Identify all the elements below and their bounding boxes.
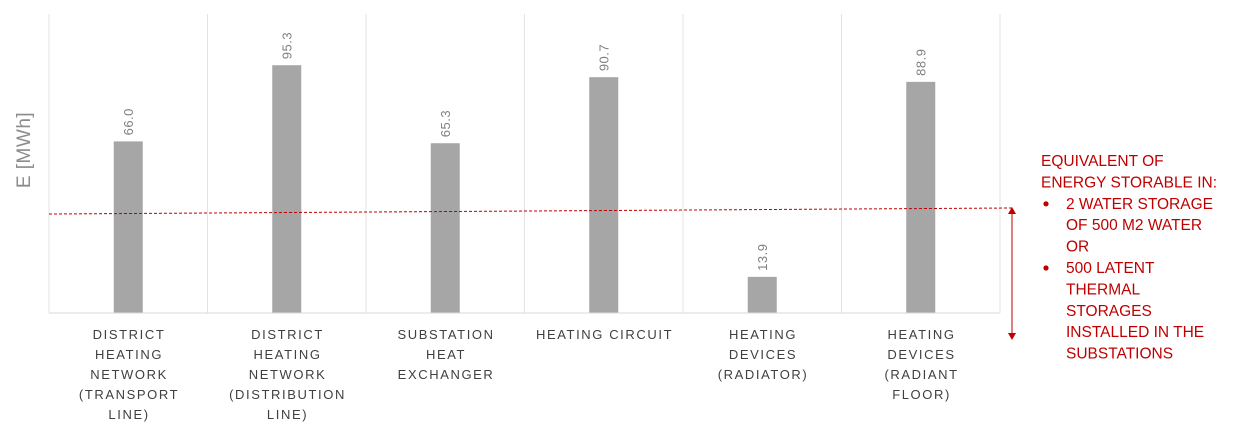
category-label: EXCHANGER: [398, 367, 495, 382]
category-label: (DISTRIBUTION: [229, 387, 346, 402]
annotation-line: THERMAL: [1066, 281, 1140, 298]
category-label: LINE): [108, 407, 149, 422]
data-label: 13.9: [755, 244, 770, 271]
bar: [589, 77, 619, 314]
annotation-line: ENERGY STORABLE IN:: [1041, 174, 1217, 191]
bar: [272, 65, 302, 313]
category-label: (TRANSPORT: [79, 387, 179, 402]
bars: [113, 65, 936, 314]
data-label: 95.3: [279, 32, 294, 59]
category-label: LINE): [267, 407, 308, 422]
category-label: FLOOR): [892, 387, 951, 402]
annotation-line: OR: [1066, 239, 1089, 256]
category-label: DEVICES: [887, 347, 955, 362]
annotation-line: 2 WATER STORAGE: [1066, 196, 1213, 213]
bar: [430, 143, 460, 313]
arrow-head-top: [1008, 207, 1016, 214]
data-label: 90.7: [596, 44, 611, 71]
category-label: DEVICES: [729, 347, 797, 362]
bar: [747, 276, 777, 313]
data-label: 66.0: [121, 108, 136, 135]
category-label: HEATING: [888, 327, 956, 342]
data-label: 88.9: [913, 49, 928, 76]
category-label: HEATING: [254, 347, 322, 362]
category-labels: DISTRICT HEATING NETWORK (TRANSPORT LINE) DIS…: [79, 327, 958, 422]
annotation-line: INSTALLED IN THE: [1066, 324, 1204, 341]
annotation-line: STORAGES: [1066, 303, 1152, 320]
annotation-line: 500 LATENT: [1066, 260, 1155, 277]
annotation-line: EQUIVALENT OF: [1041, 153, 1164, 170]
category-label: (RADIANT: [884, 367, 958, 382]
category-label: SUBSTATION: [397, 327, 494, 342]
bullet-icon: [1043, 265, 1049, 271]
category-label: NETWORK: [249, 367, 327, 382]
category-label: HEATING: [95, 347, 163, 362]
category-label: HEATING: [729, 327, 797, 342]
category-label: HEAT: [426, 347, 466, 362]
reference-line-group: [48, 207, 1013, 215]
annotation-line: OF 500 M2 WATER: [1066, 217, 1202, 234]
category-label: DISTRICT: [93, 327, 166, 342]
category-label: DISTRICT: [251, 327, 324, 342]
range-arrow: [1008, 207, 1016, 340]
data-label: 65.3: [438, 110, 453, 137]
bullet-icon: [1043, 201, 1049, 207]
category-label: (RADIATOR): [718, 367, 809, 382]
bar: [113, 141, 143, 313]
annotation-note: EQUIVALENT OF ENERGY STORABLE IN: 2 WATER …: [1041, 153, 1217, 363]
reference-line: [48, 207, 1013, 215]
y-axis-label: E [MWh]: [14, 112, 35, 188]
category-gridlines: [48, 14, 1001, 313]
category-label: NETWORK: [90, 367, 168, 382]
category-label: HEATING CIRCUIT: [536, 327, 673, 342]
arrow-head-bottom: [1008, 333, 1016, 340]
bar: [906, 81, 936, 313]
value-labels: 66.0 95.3 65.3 90.7 13.9 88.9: [121, 32, 929, 271]
annotation-line: SUBSTATIONS: [1066, 346, 1173, 363]
